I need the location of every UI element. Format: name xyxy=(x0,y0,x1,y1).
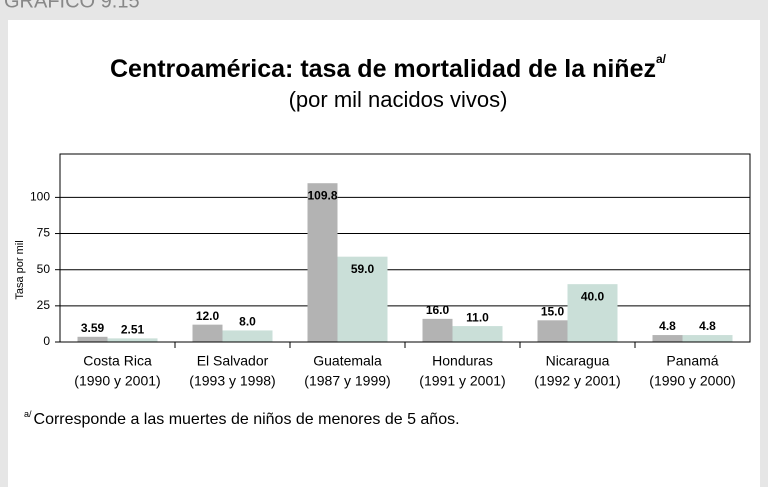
value-label: 16.0 xyxy=(426,303,450,317)
chart-subtitle: (por mil nacidos vivos) xyxy=(289,87,508,112)
x-tick-label: Guatemala xyxy=(313,353,382,369)
plot-frame xyxy=(59,153,751,343)
x-tick-label: (1990 y 2001) xyxy=(74,373,160,389)
value-label: 40.0 xyxy=(581,289,605,303)
footnote-mark: a/ xyxy=(24,409,32,419)
footnote-text: Corresponde a las muertes de niños de me… xyxy=(34,411,460,428)
y-tick-label: 75 xyxy=(37,226,51,240)
x-tick-label: (1987 y 1999) xyxy=(304,373,390,389)
bar xyxy=(652,335,683,342)
title-note: a/ xyxy=(656,52,667,66)
y-axis-label: Tasa por mil xyxy=(14,240,26,299)
x-tick-label: (1990 y 2000) xyxy=(649,373,735,389)
value-label: 2.51 xyxy=(121,323,145,337)
bar xyxy=(307,183,338,342)
bar xyxy=(107,338,158,342)
bar xyxy=(337,256,388,342)
x-tick-label: (1991 y 2001) xyxy=(419,373,505,389)
bar xyxy=(222,330,273,342)
y-tick-label: 50 xyxy=(37,262,51,276)
header: GRÁFICO 9.15 xyxy=(4,0,140,12)
bar xyxy=(422,318,453,342)
value-label: 59.0 xyxy=(351,262,375,276)
value-label: 11.0 xyxy=(466,310,489,324)
bar xyxy=(192,324,223,342)
x-tick-label: Honduras xyxy=(432,353,493,369)
value-label: 12.0 xyxy=(196,309,220,323)
bar xyxy=(77,336,108,342)
x-tick-label: (1993 y 1998) xyxy=(189,373,275,389)
footnote: a/Corresponde a las muertes de niños de … xyxy=(24,409,460,428)
y-tick-label: 25 xyxy=(37,298,51,312)
title-text: Centroamérica: tasa de mortalidad de la … xyxy=(110,55,656,83)
x-tick-label: (1992 y 2001) xyxy=(534,373,620,389)
bar xyxy=(682,335,733,342)
x-tick-label: Panamá xyxy=(666,353,718,369)
value-label: 3.59 xyxy=(81,321,105,335)
value-label: 8.0 xyxy=(239,315,256,329)
x-tick-label: Nicaragua xyxy=(546,353,610,369)
value-label: 4.8 xyxy=(659,319,676,333)
bar xyxy=(452,326,503,342)
x-tick-label: El Salvador xyxy=(197,353,269,369)
value-label: 109.8 xyxy=(307,188,337,202)
value-label: 15.0 xyxy=(541,304,565,318)
panel xyxy=(8,20,760,487)
bar xyxy=(567,284,618,342)
value-label: 4.8 xyxy=(699,319,716,333)
chart-title: Centroamérica: tasa de mortalidad de la … xyxy=(110,52,667,82)
y-tick-label: 0 xyxy=(43,334,50,348)
y-tick-label: 100 xyxy=(30,190,50,204)
x-tick-label: Costa Rica xyxy=(83,353,152,369)
bar xyxy=(537,320,568,342)
